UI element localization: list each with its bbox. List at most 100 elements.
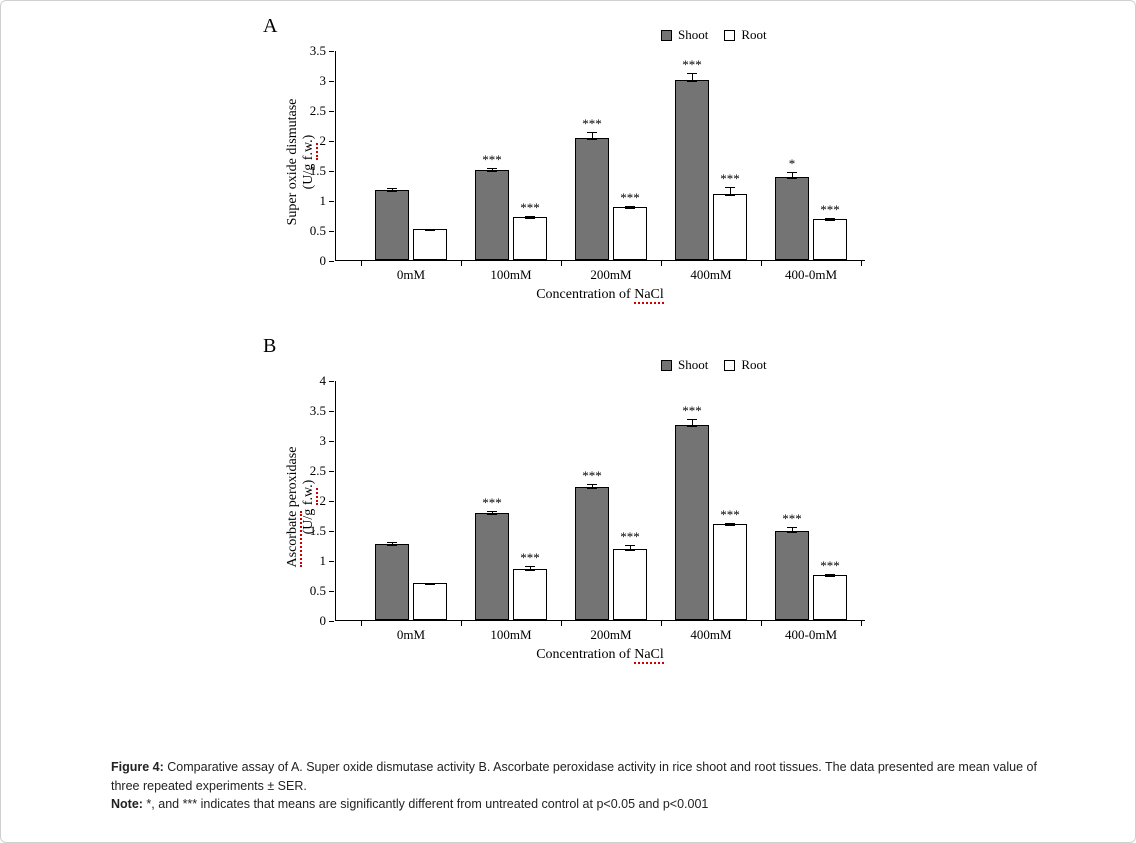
- x-tick: [661, 621, 662, 626]
- significance-label: *: [789, 156, 796, 172]
- error-cap: [525, 570, 535, 571]
- significance-label: ***: [682, 57, 702, 73]
- y-tick-label: 1: [320, 553, 327, 569]
- y-tick: [329, 411, 334, 412]
- bar: [475, 513, 509, 620]
- error-cap: [825, 220, 835, 221]
- bar: [413, 583, 447, 620]
- error-cap: [487, 171, 497, 172]
- significance-label: ***: [782, 511, 802, 527]
- chart-a-legend: Shoot Root: [661, 27, 767, 43]
- figure-container: A Shoot Root 00.511.522.533.50mM100mM***…: [0, 0, 1136, 843]
- x-tick-label: 0mM: [397, 267, 425, 283]
- x-tick: [861, 261, 862, 266]
- x-tick: [761, 621, 762, 626]
- x-tick: [561, 261, 562, 266]
- error-cap: [387, 542, 397, 543]
- y-tick: [329, 261, 334, 262]
- error-cap: [725, 525, 735, 526]
- y-tick: [329, 381, 334, 382]
- x-tick: [361, 261, 362, 266]
- x-tick: [661, 261, 662, 266]
- x-tick-label: 400mM: [690, 267, 731, 283]
- chart-a-ylabel-l1: Super oxide dismutase: [285, 99, 300, 226]
- error-cap: [725, 523, 735, 524]
- error-cap: [487, 511, 497, 512]
- y-tick: [329, 51, 334, 52]
- bar: [575, 138, 609, 260]
- chart-b-ylabel-l1: Ascorbate: [285, 511, 302, 568]
- y-tick: [329, 231, 334, 232]
- x-tick: [761, 261, 762, 266]
- chart-a-xlabel-prefix: Concentration of: [536, 287, 630, 302]
- y-tick-label: 3.5: [310, 43, 326, 59]
- panel-b-label: B: [263, 335, 276, 358]
- y-tick-label: 4: [320, 373, 327, 389]
- significance-label: ***: [582, 468, 602, 484]
- error-cap: [687, 73, 697, 74]
- error-cap: [587, 132, 597, 133]
- chart-a-ylabel-l2: (U/g f.w.): [301, 135, 318, 190]
- error-cap: [425, 584, 435, 585]
- bar: [375, 544, 409, 620]
- bar: [675, 425, 709, 620]
- significance-label: ***: [682, 403, 702, 419]
- error-bar: [592, 132, 593, 139]
- x-tick-label: 100mM: [490, 627, 531, 643]
- panel-a-label: A: [263, 15, 277, 38]
- y-tick-label: 0: [320, 613, 327, 629]
- bar: [413, 229, 447, 260]
- x-tick: [361, 621, 362, 626]
- significance-label: ***: [620, 529, 640, 545]
- chart-a-xlabel-compound: NaCl: [634, 287, 664, 304]
- bar: [513, 569, 547, 620]
- y-tick: [329, 171, 334, 172]
- chart-a-xlabel: Concentration of NaCl: [335, 287, 865, 303]
- chart-b-ylabel: Ascorbate peroxidase (U/g f.w.): [285, 417, 317, 597]
- bar: [613, 207, 647, 260]
- error-cap: [725, 195, 735, 196]
- y-tick-label: 2: [320, 133, 327, 149]
- y-tick: [329, 441, 334, 442]
- significance-label: ***: [620, 190, 640, 206]
- bar: [513, 217, 547, 260]
- bar: [575, 487, 609, 620]
- bar: [375, 190, 409, 260]
- y-tick-label: 0: [320, 253, 327, 269]
- chart-b-xlabel: Concentration of NaCl: [335, 647, 865, 663]
- error-cap: [587, 488, 597, 489]
- chart-b-xlabel-compound: NaCl: [634, 647, 664, 664]
- caption-note-label: Note:: [111, 797, 143, 811]
- error-cap: [687, 419, 697, 420]
- error-cap: [387, 545, 397, 546]
- error-cap: [625, 545, 635, 546]
- x-tick-label: 200mM: [590, 627, 631, 643]
- y-tick: [329, 81, 334, 82]
- error-cap: [725, 187, 735, 188]
- panel-b: B Shoot Root 00.511.522.533.540mM100mM**…: [31, 341, 1105, 681]
- legend-label-shoot-b: Shoot: [678, 357, 708, 373]
- y-tick: [329, 471, 334, 472]
- y-tick-label: 3: [320, 73, 327, 89]
- error-cap: [625, 208, 635, 209]
- y-tick: [329, 201, 334, 202]
- caption-prefix: Figure 4:: [111, 760, 164, 774]
- y-tick: [329, 591, 334, 592]
- x-tick-label: 400-0mM: [785, 627, 837, 643]
- y-tick: [329, 561, 334, 562]
- significance-label: ***: [482, 495, 502, 511]
- error-cap: [587, 139, 597, 140]
- legend-swatch-root: [724, 30, 735, 41]
- x-tick: [461, 621, 462, 626]
- chart-b-plot: 00.511.522.533.540mM100mM******200mM****…: [335, 381, 865, 621]
- error-bar: [730, 187, 731, 195]
- x-tick: [861, 621, 862, 626]
- significance-label: ***: [520, 550, 540, 566]
- y-tick: [329, 621, 334, 622]
- error-cap: [787, 532, 797, 533]
- error-cap: [587, 484, 597, 485]
- y-tick: [329, 141, 334, 142]
- error-cap: [787, 527, 797, 528]
- x-tick-label: 100mM: [490, 267, 531, 283]
- bar: [775, 177, 809, 260]
